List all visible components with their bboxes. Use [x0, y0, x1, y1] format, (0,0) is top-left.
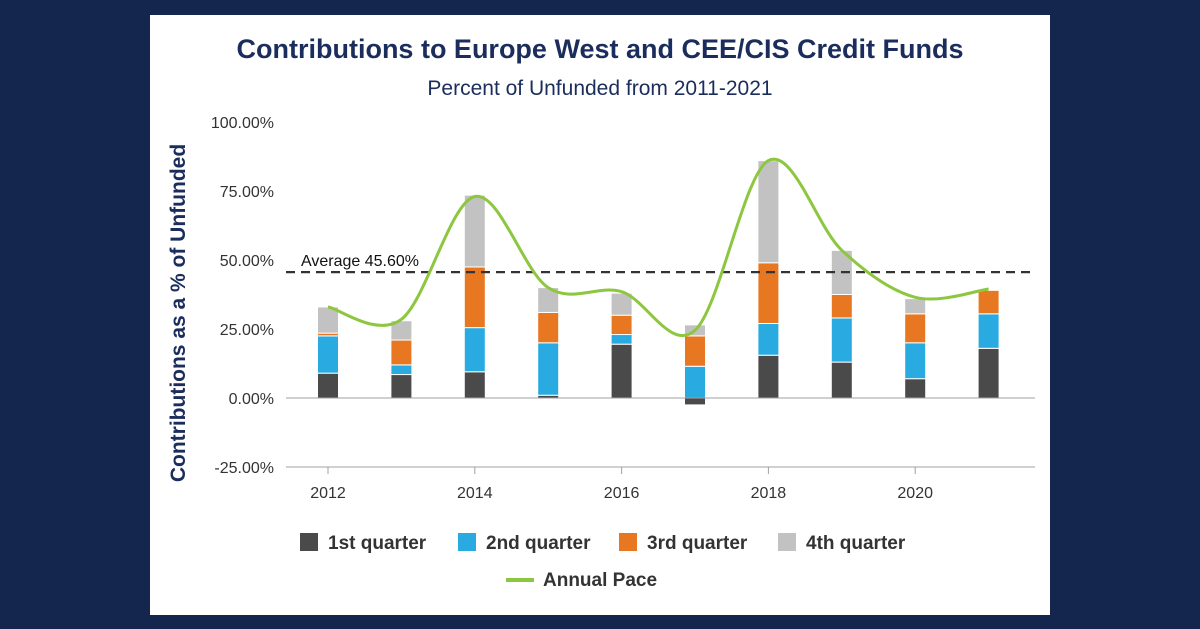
- bar-segment: [684, 397, 706, 406]
- legend-swatch: [300, 533, 318, 551]
- legend: 1st quarter 2nd quarter 3rd quarter 4th qua…: [300, 533, 906, 591]
- bar-segment: [463, 194, 486, 268]
- legend-label: Annual Pace: [543, 570, 657, 591]
- average-label: Average 45.60%: [301, 253, 419, 270]
- bar-segment: [537, 342, 560, 396]
- x-tick-label: 2014: [457, 485, 493, 502]
- x-tick-label: 2020: [897, 485, 933, 502]
- bar-segment: [830, 317, 853, 363]
- bar-segment: [757, 322, 780, 356]
- x-ticks: 2012 2014 2016 2018 2020: [310, 485, 933, 502]
- bar-segment: [610, 314, 633, 336]
- bar-segment: [977, 289, 1000, 315]
- legend-swatch: [619, 533, 637, 551]
- y-tick-label: 50.00%: [220, 253, 274, 270]
- chart-card: Contributions to Europe West and CEE/CIS…: [150, 15, 1050, 615]
- y-tick-label: 75.00%: [220, 184, 274, 201]
- legend-label: 3rd quarter: [647, 533, 748, 554]
- chart-subtitle: Percent of Unfunded from 2011-2021: [427, 77, 772, 100]
- bar-segment: [537, 311, 560, 344]
- bar-segment: [757, 160, 780, 264]
- chart-title: Contributions to Europe West and CEE/CIS…: [236, 34, 963, 64]
- bar-segment: [317, 335, 339, 374]
- bar-segment: [390, 374, 413, 399]
- bar-segment: [977, 347, 1000, 399]
- bar-segment: [390, 339, 413, 366]
- y-ticks: 100.00% 75.00% 50.00% 25.00% 0.00% -25.00%: [211, 115, 274, 477]
- bar-segment: [757, 354, 780, 399]
- bar-segment: [463, 327, 486, 373]
- legend-label: 1st quarter: [328, 533, 427, 554]
- reference-line-group: Average 45.60%: [286, 253, 1035, 274]
- bar-segment: [904, 342, 927, 380]
- bar-segment: [830, 294, 853, 319]
- y-axis-label: Contributions as a % of Unfunded: [167, 144, 190, 482]
- x-tick-label: 2016: [604, 485, 640, 502]
- chart: Contributions to Europe West and CEE/CIS…: [167, 34, 1035, 591]
- x-tick-label: 2012: [310, 485, 346, 502]
- bar-segment: [830, 361, 853, 399]
- legend-label: 4th quarter: [806, 533, 906, 554]
- bar-segment: [463, 266, 486, 329]
- line-series: [327, 157, 989, 338]
- annual-pace-line: [327, 157, 989, 338]
- bar-segment: [610, 334, 633, 345]
- y-tick-label: -25.00%: [214, 460, 274, 477]
- axes: [286, 397, 1035, 474]
- legend-label: 2nd quarter: [486, 533, 591, 554]
- bar-segment: [977, 313, 1000, 349]
- x-tick-label: 2018: [751, 485, 787, 502]
- bar-segment: [904, 298, 927, 315]
- bar-segment: [904, 313, 927, 344]
- legend-swatch: [778, 533, 796, 551]
- y-tick-label: 100.00%: [211, 115, 274, 132]
- bar-segment: [684, 335, 706, 367]
- bar-segment: [684, 365, 706, 399]
- bars: [317, 160, 1000, 406]
- bar-segment: [904, 378, 927, 399]
- bar-segment: [610, 343, 633, 399]
- bar-segment: [317, 372, 339, 399]
- y-tick-label: 25.00%: [220, 322, 274, 339]
- bar-segment: [390, 364, 413, 376]
- legend-swatch: [458, 533, 476, 551]
- bar-segment: [463, 371, 486, 399]
- y-tick-label: 0.00%: [229, 391, 274, 408]
